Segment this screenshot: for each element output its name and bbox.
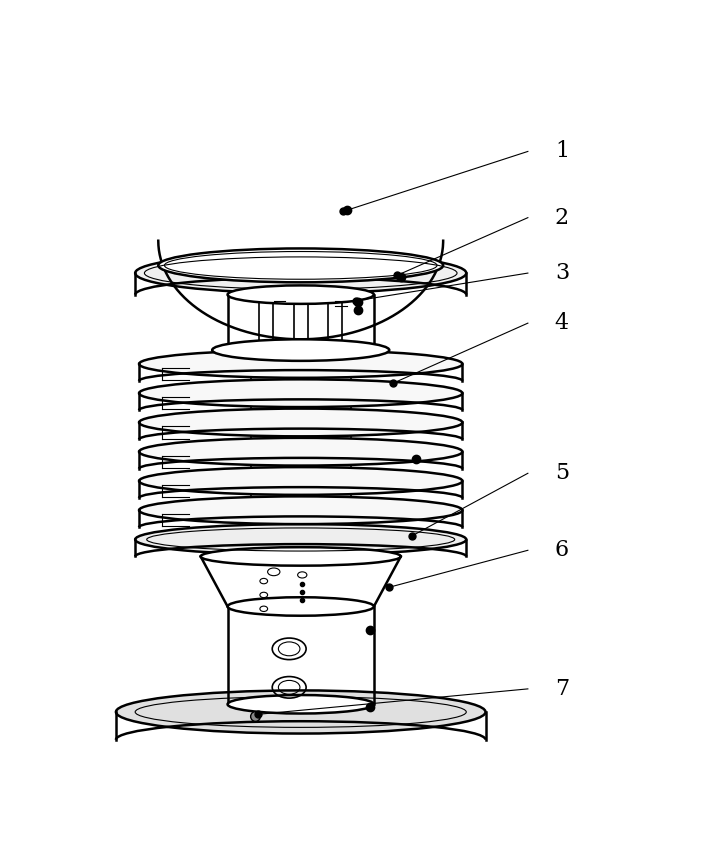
- Ellipse shape: [139, 497, 462, 524]
- Ellipse shape: [228, 597, 374, 616]
- Text: 6: 6: [555, 539, 569, 562]
- Ellipse shape: [139, 379, 462, 407]
- Ellipse shape: [228, 285, 374, 304]
- Text: 7: 7: [555, 678, 569, 700]
- Ellipse shape: [139, 467, 462, 495]
- Text: 3: 3: [555, 262, 569, 284]
- Ellipse shape: [135, 524, 466, 555]
- Ellipse shape: [228, 340, 374, 359]
- Ellipse shape: [201, 547, 401, 566]
- Ellipse shape: [158, 249, 443, 283]
- Ellipse shape: [135, 253, 466, 293]
- Ellipse shape: [139, 438, 462, 466]
- Text: 2: 2: [555, 206, 569, 229]
- Ellipse shape: [116, 690, 486, 734]
- Ellipse shape: [139, 350, 462, 378]
- Ellipse shape: [212, 340, 389, 361]
- Text: 4: 4: [555, 312, 569, 334]
- Ellipse shape: [139, 409, 462, 436]
- Text: 5: 5: [555, 462, 569, 485]
- Text: 1: 1: [555, 141, 569, 162]
- Ellipse shape: [228, 695, 374, 714]
